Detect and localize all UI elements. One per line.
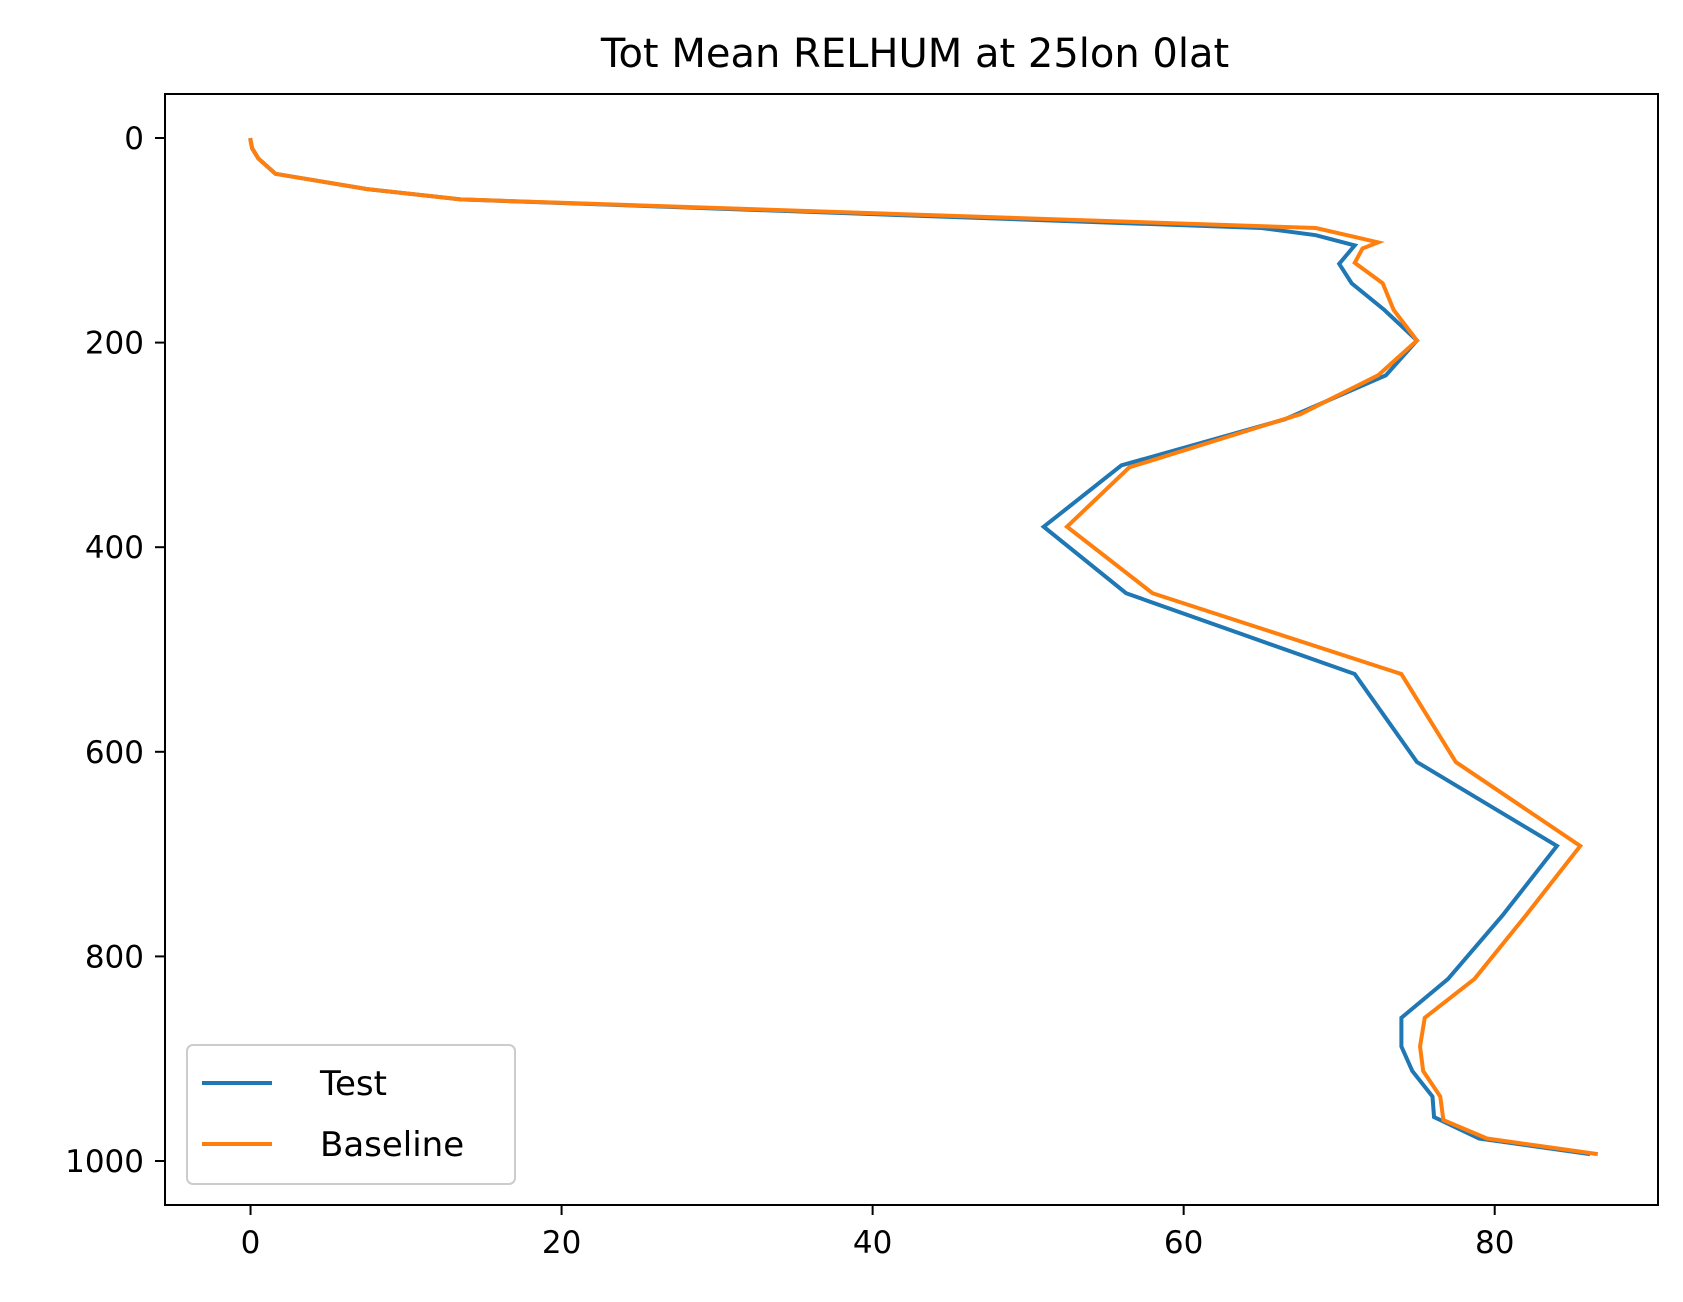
y-tick-label: 1000 bbox=[65, 1144, 144, 1180]
x-tick-label: 0 bbox=[241, 1225, 261, 1261]
y-tick-label: 800 bbox=[85, 939, 144, 975]
legend-label-baseline: Baseline bbox=[320, 1125, 464, 1165]
x-tick-label: 20 bbox=[542, 1225, 581, 1261]
y-tick-label: 600 bbox=[85, 735, 144, 771]
legend: Test Baseline bbox=[186, 1044, 516, 1185]
x-tick-label: 80 bbox=[1475, 1225, 1514, 1261]
legend-label-test: Test bbox=[319, 1064, 387, 1104]
axes-frame bbox=[164, 93, 1659, 1206]
chart-title: Tot Mean RELHUM at 25lon 0lat bbox=[600, 31, 1229, 77]
x-tick-label: 40 bbox=[853, 1225, 892, 1261]
y-tick-label: 200 bbox=[85, 326, 144, 362]
x-tick-label: 60 bbox=[1164, 1225, 1203, 1261]
legend-box bbox=[186, 1044, 516, 1185]
y-tick-label: 0 bbox=[124, 121, 144, 157]
series-line-baseline bbox=[248, 137, 1599, 1157]
y-tick-label: 400 bbox=[85, 530, 144, 566]
